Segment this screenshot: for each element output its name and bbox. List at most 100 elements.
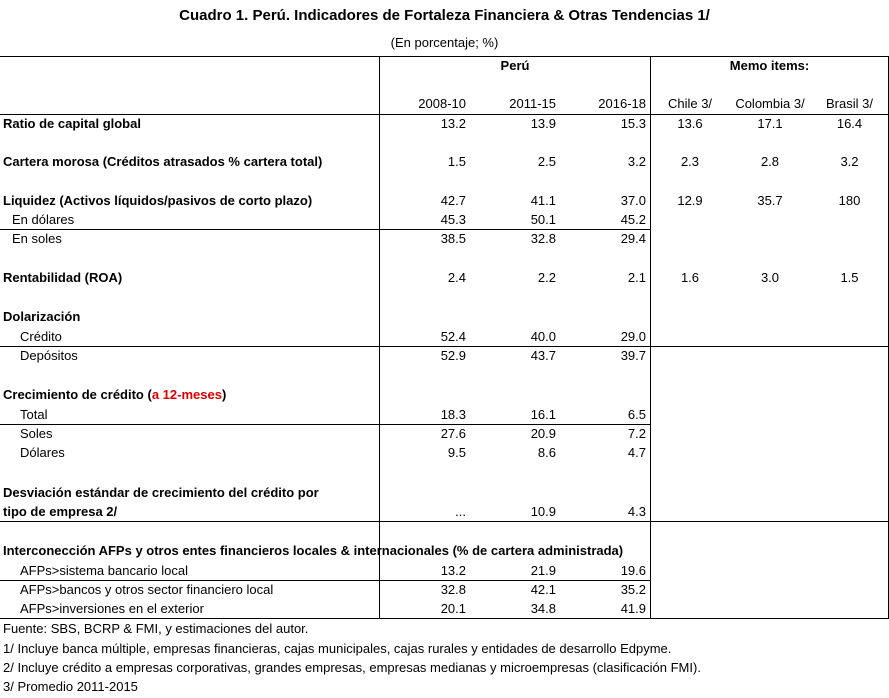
table-cell: 50.1 bbox=[530, 212, 556, 227]
header-peru: Perú bbox=[500, 58, 530, 73]
crecimiento-label-text: Crecimiento de crédito ( bbox=[3, 387, 152, 402]
table-subtitle: (En porcentaje; %) bbox=[390, 35, 499, 50]
row-label-credito: Crédito bbox=[20, 329, 62, 344]
table-cell: 43.7 bbox=[530, 348, 556, 363]
column-divider bbox=[379, 56, 380, 618]
table-cell: 38.5 bbox=[440, 231, 466, 246]
row-label-crecimiento: Crecimiento de crédito (a 12-meses) bbox=[3, 386, 226, 404]
col-header-colombia: Colombia 3/ bbox=[735, 96, 805, 111]
row-label-afp-exterior: AFPs>inversiones en el exterior bbox=[20, 601, 204, 616]
table-cell: 2.4 bbox=[447, 270, 466, 285]
row-label-capital: Ratio de capital global bbox=[3, 116, 141, 131]
table-cell: 6.5 bbox=[627, 407, 646, 422]
table-cell: 32.8 bbox=[440, 582, 466, 597]
table-cell: 3.2 bbox=[840, 154, 859, 169]
table-cell: 2.1 bbox=[627, 270, 646, 285]
table-cell: 3.2 bbox=[627, 154, 646, 169]
divider-rule bbox=[0, 580, 650, 581]
footnote-1: 1/ Incluye banca múltiple, empresas fina… bbox=[3, 641, 672, 656]
row-label-soles: Soles bbox=[20, 426, 53, 441]
table-cell: 1.5 bbox=[840, 270, 859, 285]
table-cell: 29.0 bbox=[620, 329, 646, 344]
table-cell: 15.3 bbox=[620, 116, 646, 131]
table-cell: 13.6 bbox=[677, 116, 703, 131]
col-header-2016-18: 2016-18 bbox=[598, 96, 646, 111]
table-cell: 45.3 bbox=[440, 212, 466, 227]
header-top-rule bbox=[0, 56, 889, 57]
footnote-2: 2/ Incluye crédito a empresas corporativ… bbox=[3, 660, 701, 675]
crecimiento-label-highlight: a 12-meses bbox=[151, 387, 222, 402]
table-cell: 52.4 bbox=[440, 329, 466, 344]
header-memo-items: Memo items: bbox=[729, 58, 810, 73]
row-label-dolarizacion: Dolarización bbox=[3, 309, 81, 324]
row-label-roa: Rentabilidad (ROA) bbox=[3, 270, 123, 285]
table-cell: 16.4 bbox=[836, 116, 863, 131]
table-cell: 41.9 bbox=[620, 601, 646, 616]
table-cell: 45.2 bbox=[620, 212, 646, 227]
row-label-morosa: Cartera morosa (Créditos atrasados % car… bbox=[3, 154, 323, 169]
divider-rule bbox=[0, 521, 889, 522]
table-cell: 20.9 bbox=[530, 426, 556, 441]
row-label-afp-otros: AFPs>bancos y otros sector financiero lo… bbox=[20, 582, 274, 597]
table-cell: 21.9 bbox=[530, 563, 556, 578]
table-cell: 42.1 bbox=[530, 582, 556, 597]
col-header-2008-10: 2008-10 bbox=[418, 96, 466, 111]
table-cell: 2.2 bbox=[537, 270, 556, 285]
row-label-liquidez: Liquidez (Activos líquidos/pasivos de co… bbox=[3, 193, 313, 208]
row-label-depositos: Depósitos bbox=[20, 348, 78, 363]
table-cell: 32.8 bbox=[530, 231, 556, 246]
footnote-3: 3/ Promedio 2011-2015 bbox=[3, 679, 138, 694]
table-cell: 40.0 bbox=[530, 329, 556, 344]
table-cell: 16.1 bbox=[530, 407, 556, 422]
table-cell: 35.2 bbox=[620, 582, 646, 597]
row-label-afp-bancario: AFPs>sistema bancario local bbox=[20, 563, 188, 578]
table-cell: 37.0 bbox=[620, 193, 646, 208]
col-header-brasil: Brasil 3/ bbox=[826, 96, 873, 111]
row-label-total: Total bbox=[20, 407, 48, 422]
table-cell: 2.5 bbox=[537, 154, 556, 169]
table-cell: 1.5 bbox=[447, 154, 466, 169]
table-cell: 180 bbox=[838, 193, 861, 208]
table-cell: 18.3 bbox=[440, 407, 466, 422]
table-cell: 13.9 bbox=[530, 116, 556, 131]
col-header-2011-15: 2011-15 bbox=[509, 96, 556, 111]
row-label-interconexion: Interconección AFPs y otros entes financ… bbox=[3, 543, 624, 558]
table-cell: 2.8 bbox=[760, 154, 780, 169]
table-cell: 12.9 bbox=[677, 193, 703, 208]
divider-rule bbox=[0, 346, 889, 347]
table-cell: 52.9 bbox=[440, 348, 466, 363]
table-cell: 34.8 bbox=[530, 601, 556, 616]
table-cell: 13.2 bbox=[440, 563, 466, 578]
column-divider bbox=[650, 56, 651, 618]
table-cell: 4.3 bbox=[627, 504, 646, 519]
table-cell: 39.7 bbox=[620, 348, 646, 363]
table-cell: 19.6 bbox=[620, 563, 646, 578]
table-cell: 13.2 bbox=[440, 116, 466, 131]
col-header-chile: Chile 3/ bbox=[667, 96, 713, 111]
table-cell: 9.5 bbox=[447, 445, 466, 460]
table-bottom-rule bbox=[0, 618, 889, 619]
table-cell: 3.0 bbox=[760, 270, 780, 285]
table-cell: 4.7 bbox=[627, 445, 646, 460]
divider-rule bbox=[0, 229, 650, 230]
footnote-source: Fuente: SBS, BCRP & FMI, y estimaciones … bbox=[3, 621, 309, 636]
table-cell: 29.4 bbox=[620, 231, 646, 246]
table-cell: 7.2 bbox=[627, 426, 646, 441]
table-cell: 42.7 bbox=[440, 193, 466, 208]
table-cell: 27.6 bbox=[440, 426, 466, 441]
divider-rule bbox=[0, 424, 650, 425]
table-title: Cuadro 1. Perú. Indicadores de Fortaleza… bbox=[179, 7, 710, 24]
table-cell: 41.1 bbox=[530, 193, 556, 208]
header-bottom-rule bbox=[0, 114, 889, 115]
row-label-liq-dolares: En dólares bbox=[12, 212, 75, 227]
row-label-dolares: Dólares bbox=[20, 445, 65, 460]
table-cell: 20.1 bbox=[440, 601, 466, 616]
table-cell: 35.7 bbox=[757, 193, 783, 208]
table-cell: 10.9 bbox=[530, 504, 556, 519]
table-cell: ... bbox=[455, 504, 466, 519]
table-cell: 17.1 bbox=[757, 116, 783, 131]
crecimiento-label-close: ) bbox=[221, 387, 227, 402]
table-cell: 2.3 bbox=[680, 154, 700, 169]
table-cell: 1.6 bbox=[680, 270, 700, 285]
row-label-desviacion-2: tipo de empresa 2/ bbox=[3, 504, 118, 519]
